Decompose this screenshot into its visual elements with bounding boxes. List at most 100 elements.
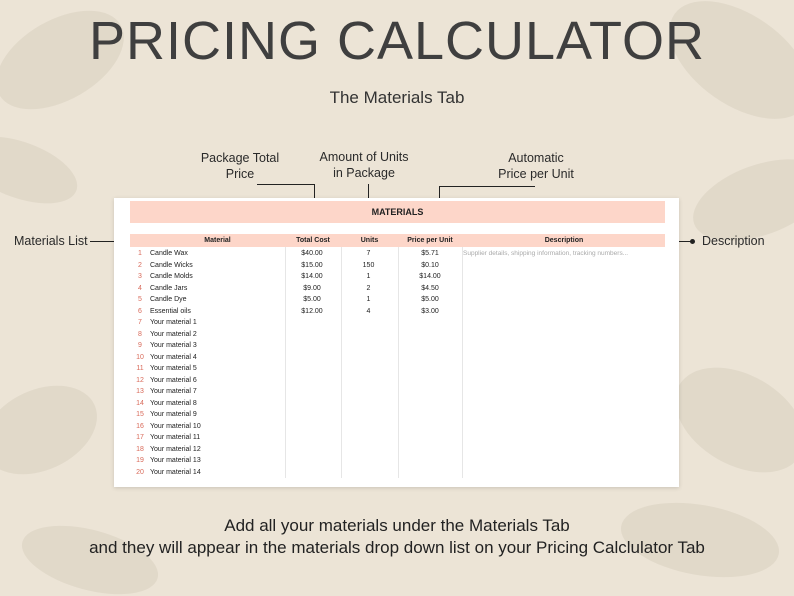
- table-row[interactable]: 2 Candle Wicks $15.00 150 $0.10: [130, 260, 665, 272]
- cell-material[interactable]: Your material 11: [150, 434, 201, 441]
- row-number: 14: [136, 399, 144, 407]
- cell-price-per-unit[interactable]: $5.00: [421, 296, 439, 303]
- footer-line2: and they will appear in the materials dr…: [89, 538, 705, 557]
- cell-material[interactable]: Your material 7: [150, 388, 197, 395]
- callout-materials-list: Materials List: [14, 234, 88, 248]
- cell-total-cost[interactable]: $40.00: [301, 250, 323, 257]
- table-row[interactable]: 14 Your material 8: [130, 398, 665, 410]
- row-number: 15: [136, 411, 144, 418]
- table-row[interactable]: 12 Your material 6: [130, 375, 665, 387]
- cell-total-cost[interactable]: $14.00: [301, 273, 323, 280]
- row-number: 10: [136, 353, 144, 361]
- table-row[interactable]: 18 Your material 12: [130, 444, 665, 456]
- cell-units[interactable]: 7: [366, 250, 371, 257]
- cell-material[interactable]: Your material 3: [150, 342, 197, 349]
- cell-units[interactable]: 1: [366, 273, 371, 280]
- cell-material[interactable]: Your material 8: [150, 399, 197, 407]
- cell-material[interactable]: Your material 5: [150, 365, 197, 372]
- cell-material[interactable]: Your material 13: [150, 457, 201, 464]
- cell-total-cost[interactable]: $9.00: [303, 284, 321, 292]
- cell-material[interactable]: Your material 10: [150, 422, 201, 430]
- header-total-cost: Total Cost: [296, 237, 330, 244]
- footer-line1: Add all your materials under the Materia…: [224, 516, 570, 535]
- cell-total-cost[interactable]: $5.00: [303, 296, 321, 303]
- header-units: Units: [360, 237, 379, 244]
- footer-text: Add all your materials under the Materia…: [0, 515, 794, 559]
- cell-material[interactable]: Candle Molds: [150, 273, 193, 280]
- connector-line: [439, 186, 535, 187]
- table-row[interactable]: 15 Your material 9: [130, 409, 665, 421]
- cell-material[interactable]: Your material 12: [150, 445, 201, 453]
- row-number: 20: [136, 468, 144, 476]
- header-description: Description: [544, 237, 584, 244]
- table-row[interactable]: 16 Your material 10: [130, 421, 665, 433]
- cell-material[interactable]: Your material 9: [150, 411, 197, 418]
- table-row[interactable]: 3 Candle Molds $14.00 1 $14.00: [130, 271, 665, 283]
- row-number: 6: [138, 307, 142, 315]
- row-number: 5: [138, 296, 142, 303]
- callout-package-total-price-line1: Package Total: [200, 151, 280, 165]
- cell-price-per-unit[interactable]: $5.71: [421, 250, 439, 257]
- row-number: 17: [136, 434, 144, 441]
- page-title: PRICING CALCULATOR: [88, 11, 706, 71]
- table-row[interactable]: 4 Candle Jars $9.00 2 $4.50: [130, 283, 665, 295]
- row-number: 3: [138, 273, 142, 280]
- cell-material[interactable]: Your material 1: [150, 319, 197, 326]
- cell-material[interactable]: Candle Wax: [150, 250, 188, 257]
- table-row[interactable]: 7 Your material 1: [130, 317, 665, 329]
- cell-material[interactable]: Candle Jars: [150, 284, 188, 292]
- row-number: 16: [136, 422, 144, 430]
- cell-price-per-unit[interactable]: $4.50: [421, 284, 439, 292]
- table-row[interactable]: 8 Your material 2: [130, 329, 665, 341]
- table-row[interactable]: 13 Your material 7: [130, 386, 665, 398]
- row-number: 7: [138, 319, 142, 326]
- cell-units[interactable]: 4: [366, 307, 371, 315]
- table-row[interactable]: 5 Candle Dye $5.00 1 $5.00: [130, 294, 665, 306]
- cell-material[interactable]: Candle Wicks: [150, 261, 193, 269]
- row-number: 8: [138, 330, 142, 338]
- table-row[interactable]: 9 Your material 3: [130, 340, 665, 352]
- header-material: Material: [204, 237, 231, 244]
- cell-material[interactable]: Candle Dye: [150, 296, 187, 303]
- cell-price-per-unit[interactable]: $3.00: [421, 307, 439, 315]
- sheet-title: MATERIALS: [130, 201, 665, 223]
- callout-amount-of-units: Amount of Units in Package: [314, 149, 414, 181]
- callout-package-total-price: Package Total Price: [196, 150, 284, 182]
- cell-price-per-unit[interactable]: $14.00: [419, 273, 441, 280]
- table-row[interactable]: 6 Essential oils $12.00 4 $3.00: [130, 306, 665, 318]
- callout-amount-of-units-line1: Amount of Units: [319, 150, 409, 164]
- table-row[interactable]: 20 Your material 14: [130, 467, 665, 479]
- cell-material[interactable]: Your material 14: [150, 468, 201, 476]
- cell-total-cost[interactable]: $15.00: [301, 261, 323, 269]
- callout-package-total-price-line2: Price: [225, 167, 255, 181]
- connector-line: [257, 184, 314, 185]
- callout-amount-of-units-line2: in Package: [333, 166, 395, 180]
- table-header: Material Total Cost Units Price per Unit…: [130, 234, 665, 247]
- table-row[interactable]: 10 Your material 4: [130, 352, 665, 364]
- cell-total-cost[interactable]: $12.00: [301, 307, 323, 315]
- page-subtitle: The Materials Tab: [329, 88, 465, 107]
- cell-description[interactable]: Supplier details, shipping information, …: [463, 250, 629, 257]
- cell-units[interactable]: 150: [362, 261, 375, 269]
- table-row[interactable]: 17 Your material 11: [130, 432, 665, 444]
- cell-material[interactable]: Essential oils: [150, 307, 191, 315]
- table-row[interactable]: 19 Your material 13: [130, 455, 665, 467]
- cell-price-per-unit[interactable]: $0.10: [421, 261, 439, 269]
- table-row[interactable]: 1 Candle Wax $40.00 7 $5.71 Supplier details,…: [130, 248, 665, 260]
- callout-automatic-price-line1: Automatic: [508, 151, 564, 165]
- row-number: 18: [136, 445, 144, 453]
- row-number: 4: [138, 284, 142, 292]
- column-divider: [341, 247, 342, 478]
- cell-material[interactable]: Your material 2: [150, 330, 197, 338]
- cell-units[interactable]: 1: [366, 296, 371, 303]
- row-number: 2: [138, 261, 142, 269]
- row-number: 13: [136, 388, 144, 395]
- cell-material[interactable]: Your material 6: [150, 376, 197, 384]
- table-row[interactable]: 11 Your material 5: [130, 363, 665, 375]
- connector-dot: [690, 239, 695, 244]
- row-number: 9: [138, 342, 142, 349]
- cell-material[interactable]: Your material 4: [150, 353, 197, 361]
- column-divider: [462, 247, 463, 478]
- cell-units[interactable]: 2: [366, 284, 371, 292]
- callout-description: Description: [702, 234, 765, 248]
